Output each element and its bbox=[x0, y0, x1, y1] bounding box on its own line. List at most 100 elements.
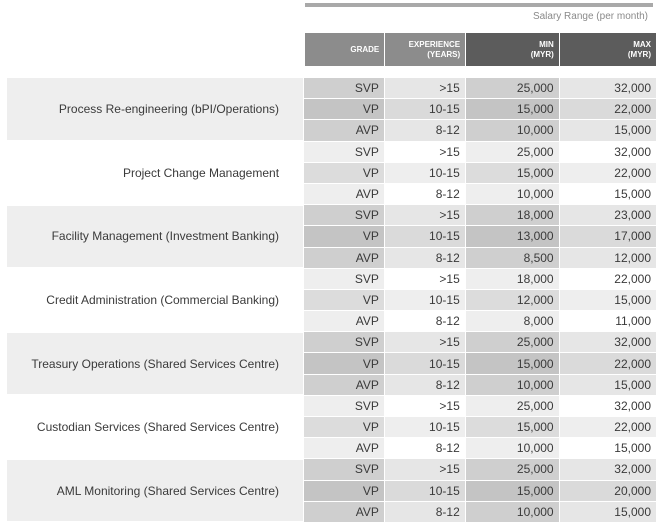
table-row: AVP 8-12 10,000 15,000 bbox=[7, 501, 656, 523]
max-salary-cell: 17,000 bbox=[558, 225, 656, 248]
max-salary-cell: 20,000 bbox=[558, 480, 656, 502]
min-header: MIN (MYR) bbox=[465, 33, 560, 66]
table-row: Facility Management (Investment Banking)… bbox=[7, 204, 656, 270]
experience-cell: >15 bbox=[383, 395, 466, 418]
grade-cell: VP bbox=[303, 98, 385, 121]
grade-cell: AVP bbox=[303, 501, 385, 523]
min-header-line1: MIN bbox=[539, 39, 554, 49]
role-name-cell: Project Change Management bbox=[7, 141, 304, 206]
table-row: AVP 8-12 10,000 15,000 bbox=[7, 183, 656, 206]
table-row: VP 10-15 15,000 22,000 bbox=[7, 416, 656, 439]
max-header: MAX (MYR) bbox=[558, 33, 656, 66]
min-salary-cell: 10,000 bbox=[464, 183, 560, 206]
grade-cell: VP bbox=[303, 480, 385, 502]
max-salary-cell: 15,000 bbox=[558, 119, 656, 142]
table-row: VP 10-15 15,000 22,000 bbox=[7, 162, 656, 184]
grade-cell: SVP bbox=[303, 78, 385, 100]
max-header-line1: MAX bbox=[633, 39, 651, 49]
max-salary-cell: 23,000 bbox=[558, 204, 656, 227]
salary-data-body: Process Re-engineering (bPI/Operations) S… bbox=[7, 78, 656, 524]
top-rule bbox=[305, 3, 653, 7]
salary-data-table: Process Re-engineering (bPI/Operations) S… bbox=[7, 78, 656, 524]
min-salary-cell: 10,000 bbox=[464, 437, 560, 460]
table-row: AVP 8-12 8,000 11,000 bbox=[7, 310, 656, 333]
min-salary-cell: 8,000 bbox=[464, 310, 560, 333]
experience-cell: 10-15 bbox=[383, 352, 466, 375]
grade-cell: AVP bbox=[303, 119, 385, 142]
min-salary-cell: 18,000 bbox=[464, 204, 560, 227]
experience-cell: 8-12 bbox=[383, 183, 466, 206]
table-row: VP 10-15 12,000 15,000 bbox=[7, 289, 656, 312]
experience-cell: >15 bbox=[383, 78, 466, 100]
table-row: AVP 8-12 8,500 12,000 bbox=[7, 247, 656, 269]
header-table: GRADE EXPERIENCE (YEARS) MIN (MYR) MAX (… bbox=[305, 33, 656, 66]
role-name-cell: Custodian Services (Shared Services Cent… bbox=[7, 395, 304, 460]
experience-cell: 8-12 bbox=[383, 247, 466, 269]
experience-cell: >15 bbox=[383, 268, 466, 290]
grade-cell: SVP bbox=[303, 395, 385, 418]
grade-header-label: GRADE bbox=[350, 44, 380, 54]
experience-cell: 8-12 bbox=[383, 310, 466, 333]
max-salary-cell: 22,000 bbox=[558, 98, 656, 121]
min-salary-cell: 10,000 bbox=[464, 374, 560, 396]
min-salary-cell: 15,000 bbox=[464, 162, 560, 184]
grade-cell: AVP bbox=[303, 374, 385, 396]
table-row: AVP 8-12 10,000 15,000 bbox=[7, 119, 656, 142]
table-row: Credit Administration (Commercial Bankin… bbox=[7, 268, 656, 333]
role-name-cell: Treasury Operations (Shared Services Cen… bbox=[7, 331, 304, 397]
experience-cell: 10-15 bbox=[383, 289, 466, 312]
max-salary-cell: 12,000 bbox=[558, 247, 656, 269]
max-salary-cell: 32,000 bbox=[558, 78, 656, 100]
grade-cell: VP bbox=[303, 416, 385, 439]
role-name-cell: AML Monitoring (Shared Services Centre) bbox=[7, 458, 304, 524]
experience-cell: 8-12 bbox=[383, 437, 466, 460]
experience-cell: 10-15 bbox=[383, 480, 466, 502]
experience-cell: 10-15 bbox=[383, 98, 466, 121]
table-row: AML Monitoring (Shared Services Centre) S… bbox=[7, 458, 656, 524]
min-salary-cell: 15,000 bbox=[464, 480, 560, 502]
max-salary-cell: 22,000 bbox=[558, 416, 656, 439]
max-salary-cell: 15,000 bbox=[558, 183, 656, 206]
role-name-cell: Facility Management (Investment Banking) bbox=[7, 204, 304, 270]
experience-cell: >15 bbox=[383, 204, 466, 227]
min-salary-cell: 25,000 bbox=[464, 78, 560, 100]
experience-header-line2: (YEARS) bbox=[427, 49, 461, 59]
grade-cell: SVP bbox=[303, 331, 385, 354]
table-row: Process Re-engineering (bPI/Operations) S… bbox=[7, 78, 656, 143]
min-salary-cell: 25,000 bbox=[464, 458, 560, 481]
table-row: AVP 8-12 10,000 15,000 bbox=[7, 374, 656, 396]
experience-cell: 10-15 bbox=[383, 162, 466, 184]
min-salary-cell: 25,000 bbox=[464, 331, 560, 354]
experience-cell: >15 bbox=[383, 331, 466, 354]
max-salary-cell: 11,000 bbox=[558, 310, 656, 333]
max-salary-cell: 22,000 bbox=[558, 162, 656, 184]
grade-cell: VP bbox=[303, 162, 385, 184]
experience-header-line1: EXPERIENCE bbox=[408, 39, 461, 49]
grade-cell: AVP bbox=[303, 437, 385, 460]
max-salary-cell: 15,000 bbox=[558, 501, 656, 523]
grade-cell: SVP bbox=[303, 141, 385, 163]
min-salary-cell: 13,000 bbox=[464, 225, 560, 248]
table-row: VP 10-15 13,000 17,000 bbox=[7, 225, 656, 248]
max-salary-cell: 32,000 bbox=[558, 458, 656, 481]
min-salary-cell: 15,000 bbox=[464, 352, 560, 375]
table-row: VP 10-15 15,000 22,000 bbox=[7, 352, 656, 375]
grade-cell: SVP bbox=[303, 204, 385, 227]
experience-cell: 8-12 bbox=[383, 501, 466, 523]
max-salary-cell: 15,000 bbox=[558, 437, 656, 460]
max-salary-cell: 32,000 bbox=[558, 331, 656, 354]
role-name-cell: Credit Administration (Commercial Bankin… bbox=[7, 268, 304, 333]
experience-cell: >15 bbox=[383, 458, 466, 481]
min-salary-cell: 25,000 bbox=[464, 395, 560, 418]
grade-cell: AVP bbox=[303, 183, 385, 206]
grade-cell: SVP bbox=[303, 458, 385, 481]
grade-cell: VP bbox=[303, 225, 385, 248]
grade-cell: SVP bbox=[303, 268, 385, 290]
experience-cell: 10-15 bbox=[383, 225, 466, 248]
min-salary-cell: 18,000 bbox=[464, 268, 560, 290]
experience-cell: 10-15 bbox=[383, 416, 466, 439]
table-row: AVP 8-12 10,000 15,000 bbox=[7, 437, 656, 460]
grade-cell: AVP bbox=[303, 310, 385, 333]
max-salary-cell: 22,000 bbox=[558, 352, 656, 375]
